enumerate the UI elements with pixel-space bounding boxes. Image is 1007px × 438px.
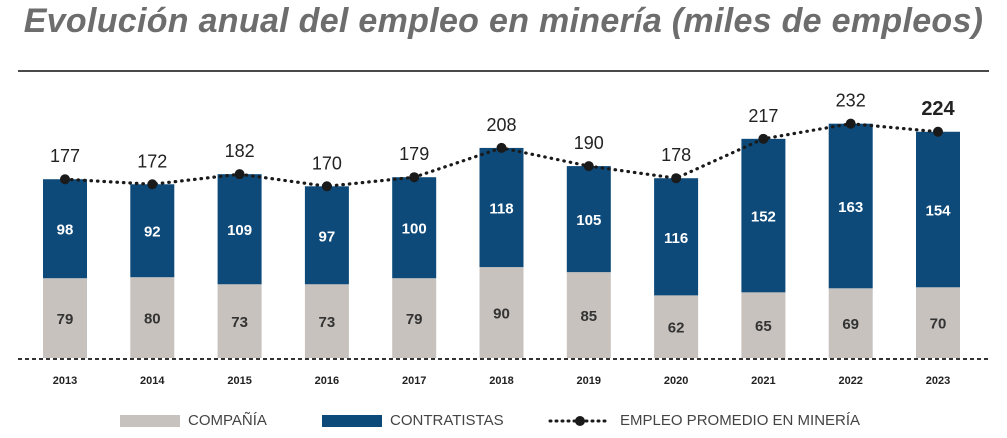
bar-contractors	[916, 131, 960, 288]
point-average	[60, 174, 70, 185]
bar-company	[217, 284, 262, 358]
legend-item-average: EMPLEO PROMEDIO EN MINERÍA	[548, 412, 860, 429]
data-label-total: 190	[574, 133, 604, 153]
x-tick-label: 2020	[664, 375, 688, 387]
data-label-company: 69	[842, 316, 859, 333]
bar-company	[479, 267, 524, 358]
point-average	[845, 118, 856, 129]
bar-company	[741, 292, 786, 358]
data-label-total: 224	[921, 98, 955, 120]
legend-swatch-contractors	[322, 414, 382, 427]
bar-contractors	[741, 138, 786, 293]
data-label-contractors: 98	[57, 222, 74, 239]
bar-contractors	[217, 174, 262, 285]
data-label-total: 179	[399, 144, 429, 164]
point-average	[234, 169, 245, 180]
point-average	[409, 172, 420, 183]
data-label-company: 90	[493, 306, 510, 323]
data-label-contractors: 105	[576, 212, 601, 229]
bar-contractors	[566, 166, 611, 273]
x-tick-label: 2023	[926, 375, 950, 387]
x-tick-label: 2016	[315, 375, 339, 387]
chart-title: Evolución anual del empleo en minería (m…	[23, 2, 984, 40]
x-tick-label: 2022	[838, 375, 862, 387]
bar-company	[654, 295, 699, 358]
bar-contractors	[392, 177, 437, 279]
data-label-total: 208	[486, 115, 516, 135]
data-label-contractors: 92	[144, 224, 161, 241]
x-tick-label: 2021	[751, 375, 775, 387]
point-average	[933, 126, 943, 137]
bar-company	[43, 278, 87, 358]
x-tick-label: 2017	[402, 375, 426, 387]
bar-company	[828, 288, 873, 358]
point-average	[758, 133, 769, 144]
point-average	[583, 161, 594, 172]
legend: COMPAÑÍA CONTRATISTAS EMPLEO PROMEDIO EN…	[0, 412, 1007, 434]
data-label-company: 80	[144, 311, 161, 328]
data-label-contractors: 154	[925, 203, 951, 220]
bar-company	[130, 277, 175, 358]
data-label-contractors: 163	[838, 199, 863, 216]
data-label-contractors: 109	[227, 222, 252, 239]
x-tick-label: 2019	[577, 375, 601, 387]
legend-swatch-company	[120, 414, 180, 427]
legend-item-company: COMPAÑÍA	[120, 412, 267, 429]
bar-company	[304, 284, 349, 358]
data-label-company: 79	[57, 311, 74, 328]
data-label-total: 182	[225, 141, 255, 161]
data-label-company: 65	[755, 318, 772, 335]
data-label-total: 172	[137, 151, 167, 171]
bar-contractors	[828, 123, 873, 289]
bar-contractors	[130, 184, 175, 278]
x-tick-label: 2015	[227, 375, 251, 387]
bar-contractors	[304, 186, 349, 285]
point-average	[496, 142, 507, 153]
legend-item-contractors: CONTRATISTAS	[322, 412, 504, 429]
data-label-total: 178	[661, 145, 691, 165]
bar-contractors	[479, 147, 524, 268]
x-tick-label: 2013	[53, 375, 77, 387]
data-label-total: 170	[312, 153, 342, 173]
data-label-total: 232	[836, 91, 866, 111]
data-label-contractors: 97	[319, 228, 336, 245]
legend-dotted-line-icon	[548, 415, 612, 426]
data-label-contractors: 100	[402, 221, 427, 238]
data-label-company: 73	[231, 314, 248, 331]
x-tick-label: 2018	[489, 375, 513, 387]
bar-company	[392, 278, 437, 358]
data-label-total: 177	[50, 146, 80, 166]
point-average	[147, 179, 158, 190]
bar-contractors	[43, 179, 87, 279]
data-label-contractors: 118	[489, 201, 513, 218]
point-average	[321, 181, 332, 192]
data-label-contractors: 152	[751, 209, 776, 226]
legend-label-average: EMPLEO PROMEDIO EN MINERÍA	[620, 412, 861, 429]
bar-company	[566, 272, 611, 358]
x-tick-label: 2014	[140, 375, 165, 387]
data-label-company: 62	[668, 320, 685, 337]
data-label-company: 79	[406, 311, 423, 328]
data-label-company: 73	[319, 314, 336, 331]
data-label-company: 85	[580, 308, 597, 325]
data-label-total: 217	[748, 106, 778, 126]
title-divider	[18, 70, 989, 72]
chart: 79 98 2013 80 92 2014 73 109 2015 73 97 2016 79 100 20…	[18, 91, 989, 387]
legend-label-contractors: CONTRATISTAS	[390, 412, 504, 429]
data-label-company: 70	[930, 316, 947, 333]
legend-label-company: COMPAÑÍA	[188, 412, 267, 429]
data-label-contractors: 116	[664, 230, 688, 247]
bar-company	[916, 287, 960, 358]
bar-contractors	[654, 178, 699, 296]
point-average	[671, 173, 682, 184]
